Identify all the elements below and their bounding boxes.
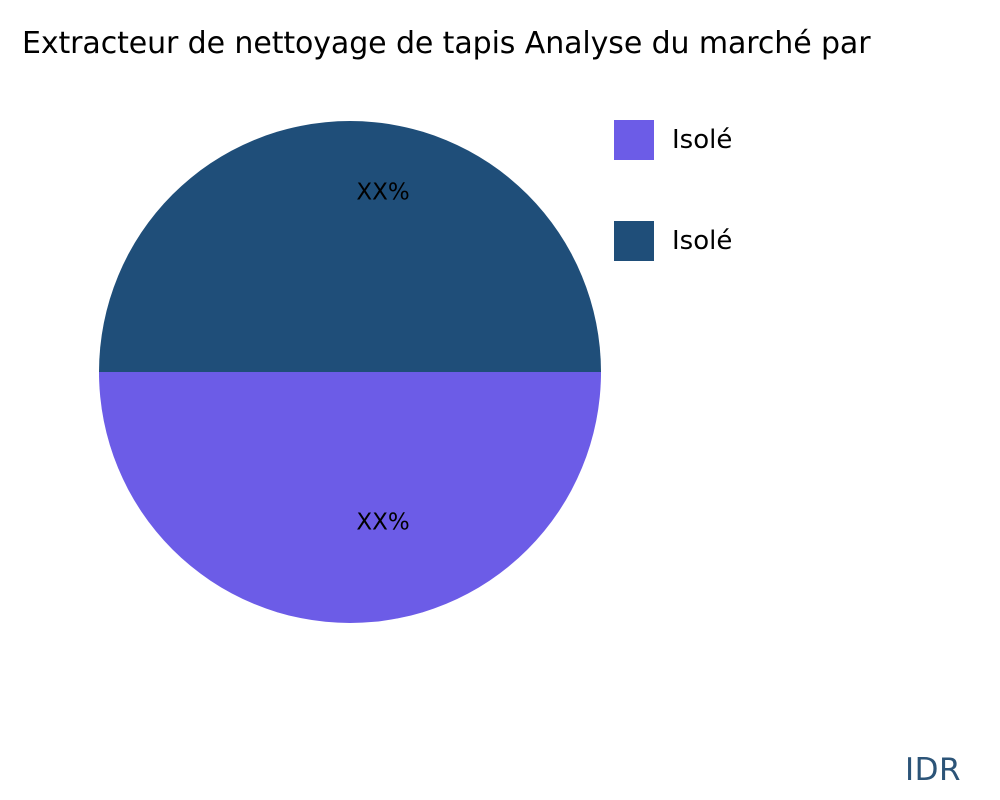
legend-color-swatch xyxy=(614,120,654,160)
pie-slice-label-bottom: XX% xyxy=(356,509,410,536)
legend-item-isole-1[interactable]: Isolé xyxy=(614,120,732,160)
legend-color-swatch xyxy=(614,221,654,261)
page-title: Extracteur de nettoyage de tapis Analyse… xyxy=(22,26,871,61)
pie-slice-isole-bottom[interactable] xyxy=(99,372,601,623)
pie-chart-svg xyxy=(99,121,601,623)
pie-slice-isole-top[interactable] xyxy=(99,121,601,372)
legend-item-label: Isolé xyxy=(672,125,733,155)
pie-chart: XX% XX% xyxy=(99,121,601,623)
watermark-logo: IDR xyxy=(905,752,962,788)
pie-slice-label-top: XX% xyxy=(356,179,410,206)
legend-item-isole-2[interactable]: Isolé xyxy=(614,221,732,261)
legend-item-label: Isolé xyxy=(672,226,733,256)
